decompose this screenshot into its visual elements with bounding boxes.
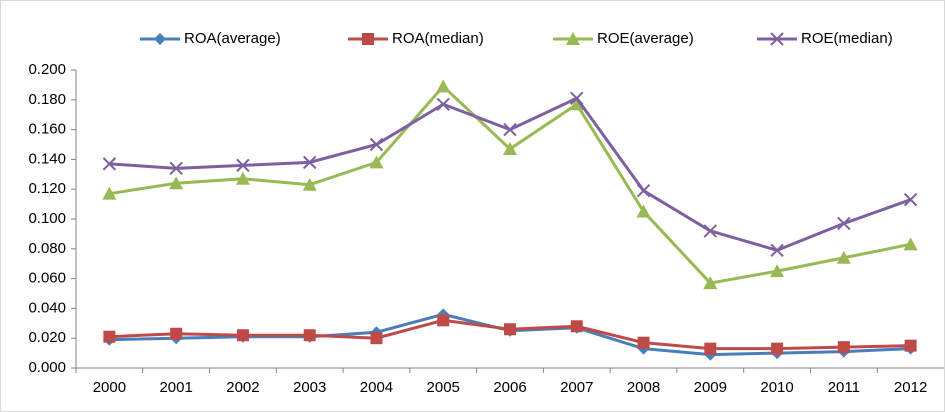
marker — [771, 342, 784, 355]
marker — [362, 33, 374, 45]
marker — [436, 97, 450, 111]
x-tick-label: 2012 — [894, 379, 927, 396]
marker — [169, 161, 183, 176]
marker — [770, 264, 785, 278]
marker — [770, 243, 784, 257]
x-tick-label: 2002 — [226, 379, 259, 396]
y-tick-label: 0.020 — [28, 329, 66, 346]
marker — [369, 155, 384, 169]
marker — [636, 204, 651, 218]
marker — [904, 339, 917, 352]
legend-item: ROE(median) — [757, 30, 893, 47]
marker — [703, 276, 718, 290]
marker — [836, 250, 851, 264]
x-tick-label: 2010 — [760, 379, 793, 396]
y-tick-label: 0.200 — [28, 61, 66, 78]
marker — [503, 141, 517, 155]
y-tick-label: 0.160 — [28, 121, 66, 138]
x-tick-label: 2000 — [93, 379, 126, 396]
marker — [170, 327, 183, 340]
marker — [436, 79, 451, 93]
y-tick-label: 0.060 — [28, 270, 66, 287]
marker — [303, 329, 316, 342]
marker — [154, 33, 166, 45]
x-tick-label: 2001 — [159, 379, 192, 396]
marker — [169, 176, 184, 190]
marker — [837, 216, 851, 231]
y-tick-label: 0.140 — [28, 150, 66, 167]
x-tick-label: 2004 — [360, 379, 393, 396]
y-tick-label: 0.120 — [28, 180, 66, 197]
marker — [703, 224, 718, 238]
x-tick-label: 2008 — [627, 379, 660, 396]
marker — [570, 91, 584, 106]
marker — [570, 320, 583, 333]
x-tick-label: 2003 — [293, 379, 326, 396]
y-tick-label: 0.180 — [28, 91, 66, 108]
marker — [637, 336, 650, 349]
marker — [369, 137, 384, 152]
marker — [636, 183, 651, 198]
marker — [903, 237, 918, 251]
y-tick-label: 0.040 — [28, 299, 66, 316]
legend-label: ROA(average) — [184, 30, 281, 47]
marker — [236, 329, 249, 342]
marker — [235, 171, 250, 185]
marker — [302, 155, 317, 170]
marker — [770, 32, 784, 46]
marker — [102, 157, 117, 171]
marker — [569, 97, 584, 111]
marker — [903, 192, 918, 207]
legend-label: ROE(median) — [801, 30, 893, 47]
legend-label: ROE(average) — [597, 30, 694, 47]
marker — [236, 158, 250, 173]
marker — [504, 323, 516, 336]
y-tick-label: 0.080 — [28, 240, 66, 257]
x-tick-label: 2005 — [427, 379, 460, 396]
marker — [370, 332, 383, 345]
y-tick-label: 0.100 — [28, 210, 66, 227]
legend-item: ROA(average) — [140, 30, 281, 47]
x-tick-label: 2011 — [828, 379, 860, 396]
x-tick-label: 2009 — [694, 379, 727, 396]
x-tick-label: 2007 — [560, 379, 593, 396]
y-tick-label: 0.000 — [28, 359, 66, 376]
legend-label: ROA(median) — [392, 30, 484, 47]
marker — [837, 341, 850, 354]
marker — [437, 314, 450, 327]
marker — [102, 186, 117, 200]
marker — [103, 330, 116, 343]
marker — [503, 122, 517, 137]
x-tick-label: 2006 — [493, 379, 526, 396]
legend-item: ROA(median) — [348, 30, 484, 47]
marker — [704, 342, 717, 355]
marker — [566, 32, 580, 45]
legend-item: ROE(average) — [553, 30, 694, 47]
marker — [302, 177, 317, 191]
